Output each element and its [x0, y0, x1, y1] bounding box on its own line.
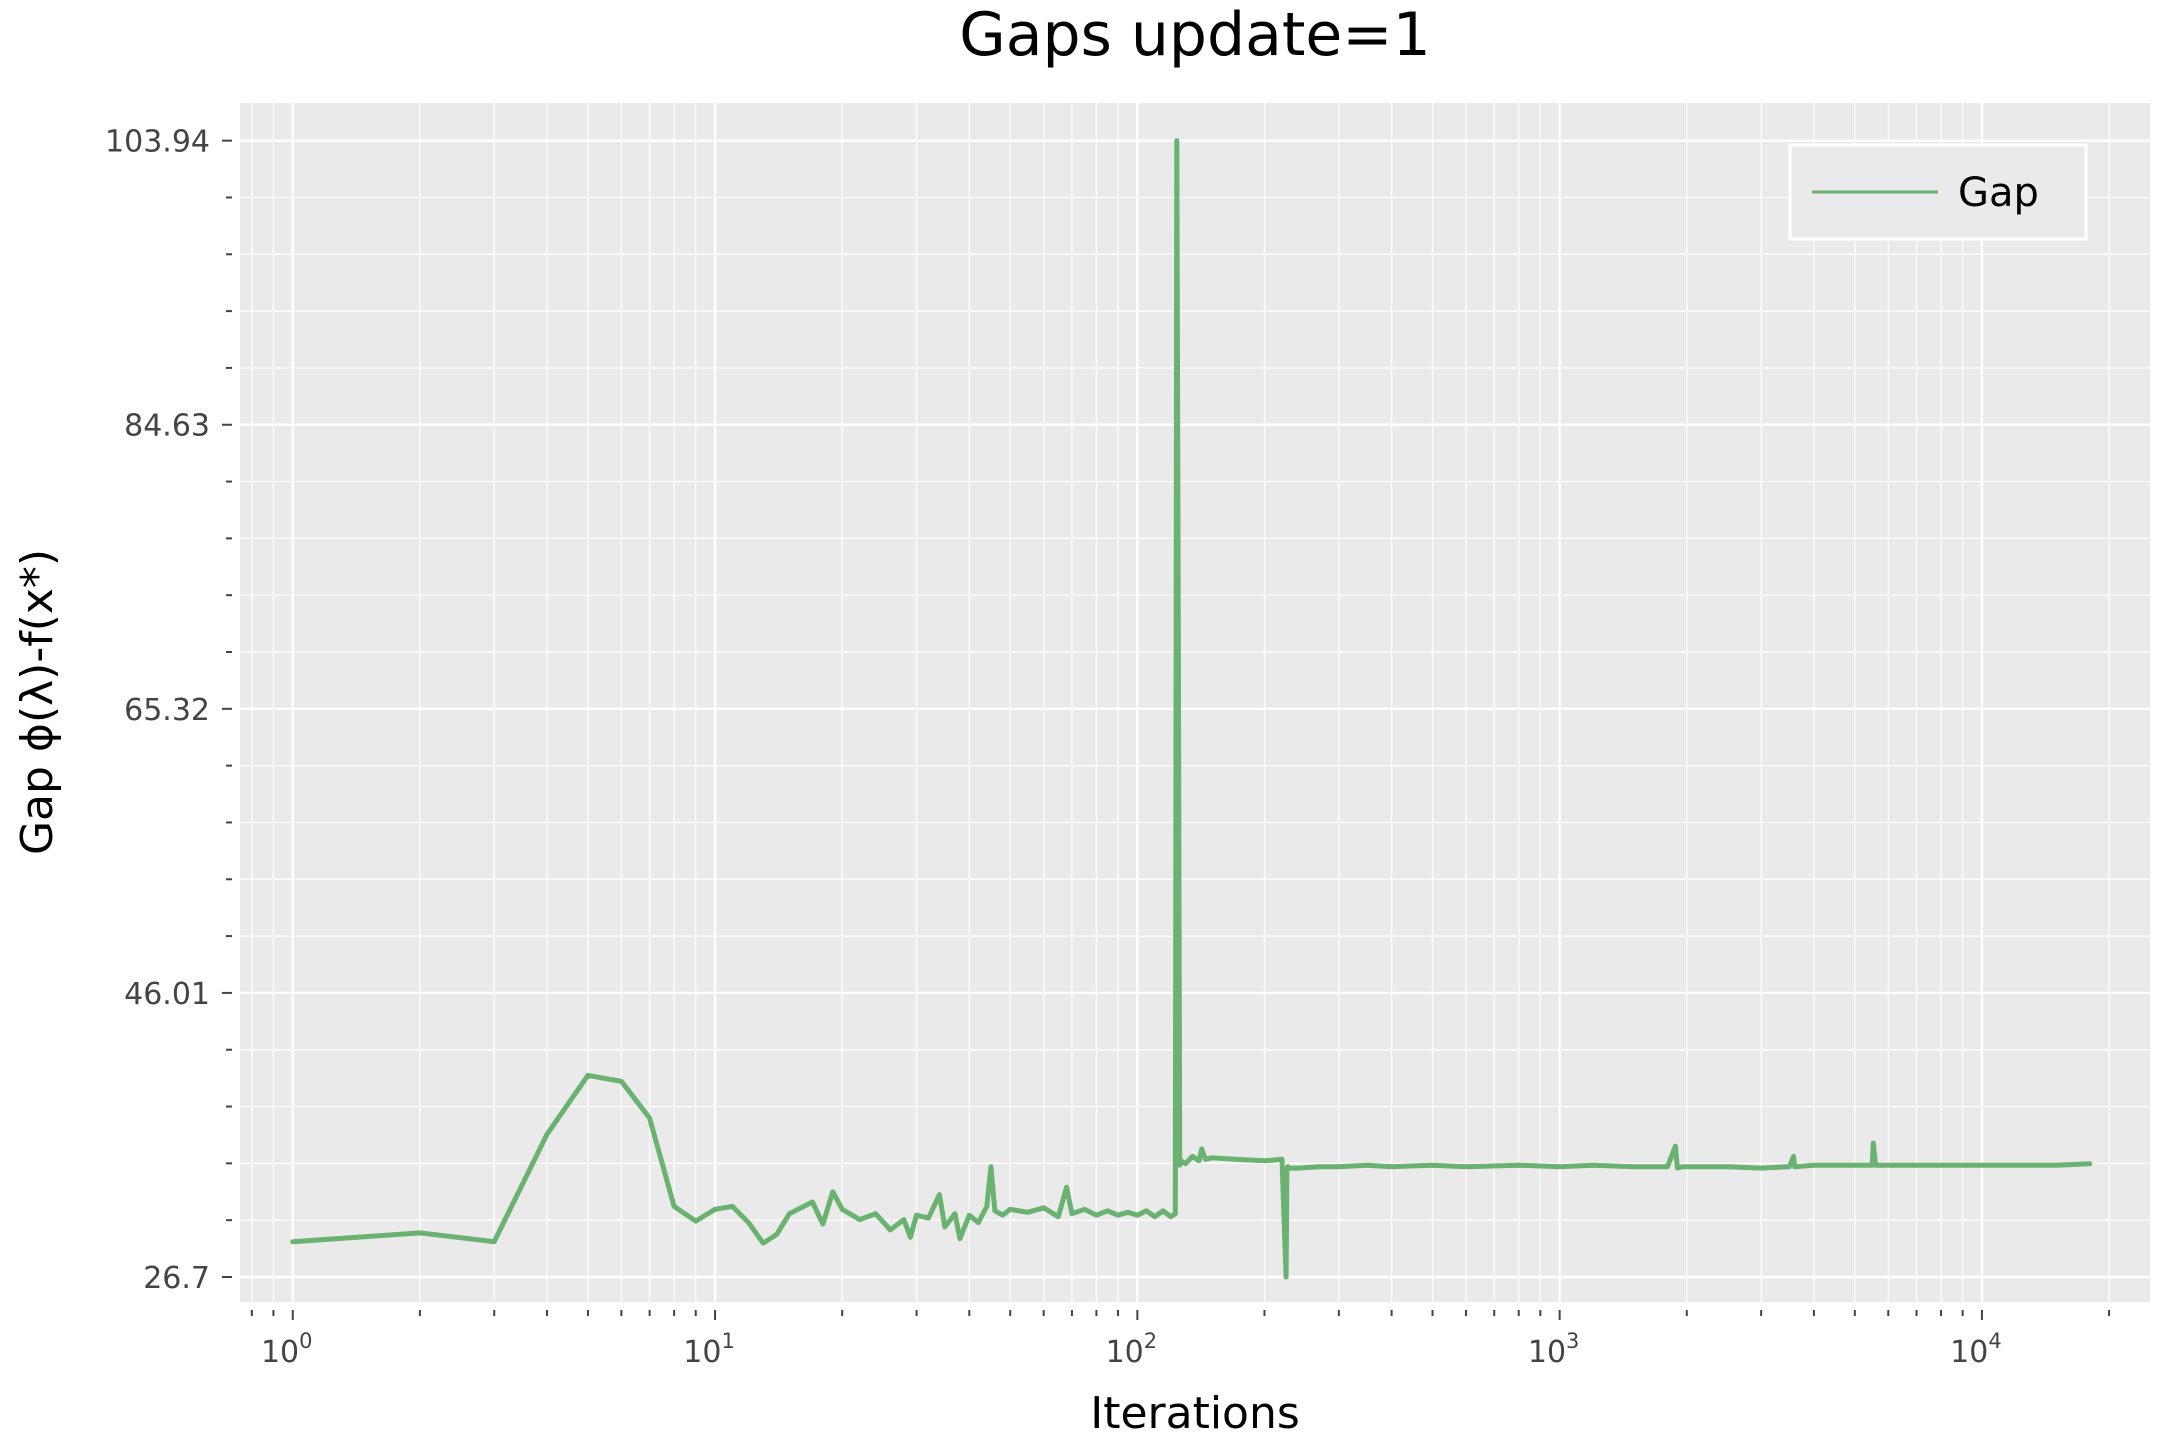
y-tick-label: 84.63 [124, 409, 210, 444]
major-gridlines [240, 103, 2150, 1302]
x-tick-label: 104 [1950, 1329, 2002, 1370]
x-tick-label: 100 [261, 1329, 313, 1370]
x-tick-label: 101 [683, 1329, 735, 1370]
y-tick-label: 46.01 [124, 977, 210, 1012]
y-tick-label: 26.7 [143, 1261, 210, 1296]
legend: Gap [1788, 143, 2088, 241]
series-layer [290, 138, 2093, 1280]
x-tick-label: 102 [1106, 1329, 1158, 1370]
y-tick-label: 65.32 [124, 693, 210, 728]
minor-gridlines [240, 103, 2150, 1302]
axis-ticks: 26.7 46.01 65.32 84.63 103.94 100 101 102 103 104 [105, 125, 2111, 1370]
plot-area-background [240, 103, 2150, 1302]
series-line-gap [290, 138, 2093, 1280]
chart-title: Gaps update=1 [959, 0, 1431, 70]
y-axis-label: Gap ϕ(λ)-f(x*) [12, 549, 63, 855]
x-axis-label: Iterations [1090, 1388, 1300, 1439]
legend-label-gap: Gap [1958, 170, 2039, 216]
y-tick-label: 103.94 [105, 125, 210, 160]
x-tick-label: 103 [1528, 1329, 1580, 1370]
